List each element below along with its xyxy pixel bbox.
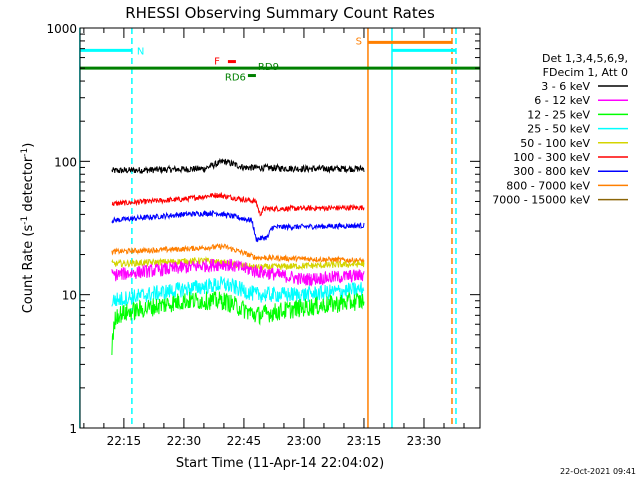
legend: Det 1,3,4,5,6,9, FDecim 1, Att 0 3 - 6 k… <box>492 52 628 207</box>
legend-header-line: Det 1,3,4,5,6,9, <box>542 52 628 65</box>
y-axis-label-exponent: -1 <box>20 148 30 157</box>
legend-entry-label: 800 - 7000 keV <box>506 179 590 192</box>
legend-entry-label: 50 - 100 keV <box>520 137 590 150</box>
y-axis-label-exponent: -1 <box>20 216 30 225</box>
legend-entry-label: 300 - 800 keV <box>513 165 590 178</box>
plot-area: N S F RD9 RD6 <box>79 27 481 429</box>
flag-label: RD6 <box>225 73 246 84</box>
y-axis-label: Count Rate (s-1 detector-1) <box>20 143 36 314</box>
series-line <box>111 157 365 175</box>
flag-label: S <box>356 36 362 47</box>
x-tick-label: 22:15 <box>107 434 142 448</box>
y-tick-label: 1 <box>69 422 77 436</box>
flag-label: RD9 <box>258 62 279 73</box>
x-tick-label: 22:30 <box>167 434 202 448</box>
series-line <box>111 209 365 243</box>
series-line <box>111 258 365 287</box>
x-tick-label: 23:30 <box>407 434 442 448</box>
chart-title: RHESSI Observing Summary Count Rates <box>125 4 435 22</box>
legend-header-line: FDecim 1, Att 0 <box>543 66 628 79</box>
series-line <box>111 276 365 307</box>
legend-entry-label: 100 - 300 keV <box>513 151 590 164</box>
flag-label: F <box>214 57 220 68</box>
series-line <box>111 291 365 356</box>
legend-entry-label: 25 - 50 keV <box>527 123 590 136</box>
x-tick-label: 23:00 <box>287 434 322 448</box>
legend-entry-label: 3 - 6 keV <box>541 80 590 93</box>
legend-entry-label: 6 - 12 keV <box>534 94 590 107</box>
x-axis: 22:15 22:30 22:45 23:00 23:15 23:30 <box>83 28 465 448</box>
y-axis-label-part: detector <box>21 156 36 216</box>
y-tick-label: 10 <box>62 289 77 303</box>
x-tick-label: 23:15 <box>347 434 382 448</box>
x-axis-label: Start Time (11-Apr-14 22:04:02) <box>176 456 384 471</box>
flag-label: N <box>137 46 144 57</box>
y-axis-label-part: ) <box>21 143 36 148</box>
legend-entry-label: 7000 - 15000 keV <box>492 194 590 207</box>
y-tick-label: 1000 <box>46 22 77 36</box>
y-axis-label-part: Count Rate (s <box>21 225 36 314</box>
y-axis: 1 10 100 1000 <box>46 22 480 436</box>
plot-frame <box>79 27 481 429</box>
series-line <box>111 191 365 217</box>
y-tick-label: 100 <box>54 155 77 169</box>
series-line <box>111 242 365 264</box>
x-tick-label: 22:45 <box>227 434 262 448</box>
legend-entry-label: 12 - 25 keV <box>527 108 590 121</box>
generation-timestamp: 22-Oct-2021 09:41 <box>560 467 636 476</box>
